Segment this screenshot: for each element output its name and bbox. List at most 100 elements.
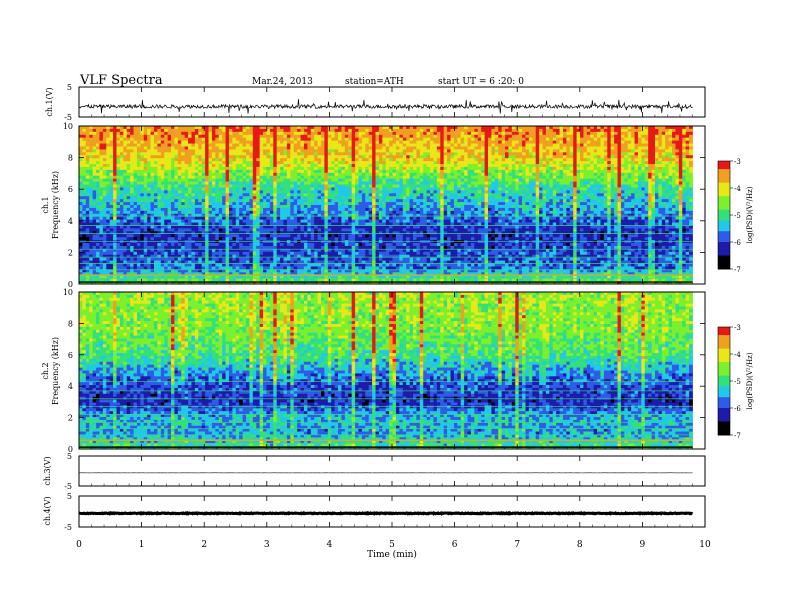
spectrogram-cell	[614, 193, 618, 197]
spectrogram-cell	[307, 155, 312, 159]
spectrogram-cell	[593, 199, 598, 203]
spectrogram-cell	[477, 199, 482, 203]
spectrogram-cell	[273, 169, 278, 174]
spectrogram-cell	[82, 164, 87, 168]
spectrogram-cell	[225, 164, 230, 168]
spectrogram-cell	[222, 190, 226, 194]
spectrogram-cell	[143, 172, 148, 177]
spectrogram-cell	[617, 202, 622, 206]
spectrogram-cell	[338, 137, 342, 142]
spectrogram-cell	[528, 196, 533, 200]
spectrogram-cell	[402, 205, 407, 209]
spectrogram-cell	[208, 143, 213, 147]
spectrogram-cell	[341, 202, 346, 206]
spectrogram-cell	[256, 164, 261, 168]
spectrogram-cell	[184, 134, 189, 139]
spectrogram-cell	[109, 126, 114, 130]
spectrogram-cell	[501, 169, 506, 174]
spectrogram-cell	[641, 152, 646, 156]
spectrogram-cell	[634, 202, 639, 206]
spectrogram-cell	[573, 149, 577, 153]
spectrogram-cell	[419, 143, 424, 147]
spectrogram-cell	[266, 190, 271, 194]
spectrogram-cell	[99, 205, 104, 209]
spectrogram-cell	[453, 128, 458, 133]
spectrogram-cell	[82, 149, 87, 153]
spectrogram-cell	[249, 172, 254, 177]
spectrogram-cell	[665, 181, 670, 185]
spectrogram-cell	[481, 131, 485, 136]
spectrogram-cell	[283, 161, 288, 165]
spectrogram-cell	[603, 134, 608, 139]
spectrogram-cell	[430, 172, 434, 177]
spectrogram-cell	[682, 184, 687, 188]
spectrogram-cell	[164, 166, 169, 171]
spectrogram-cell	[416, 184, 421, 188]
spectrogram-cell	[443, 155, 448, 159]
spectrogram-cell	[610, 187, 615, 191]
spectrogram-cell	[685, 126, 690, 130]
spectrogram-cell	[552, 128, 557, 133]
spectrogram-cell	[85, 126, 90, 130]
spectrogram-cell	[648, 196, 652, 200]
spectrogram-cell	[522, 187, 526, 191]
spectrogram-cell	[269, 169, 274, 174]
spectrogram-cell	[508, 126, 513, 130]
spectrogram-cell	[188, 149, 192, 153]
spectrogram-cell	[464, 184, 468, 188]
spectrogram-cell	[361, 131, 366, 136]
spectrogram-cell	[641, 166, 646, 171]
spectrogram-cell	[283, 199, 288, 203]
spectrogram-cell	[102, 128, 107, 133]
spectrogram-cell	[552, 149, 557, 153]
spectrogram-cell	[597, 143, 601, 147]
spectrogram-cell	[637, 158, 642, 162]
spectrogram-cell	[658, 202, 663, 206]
spectrogram-cell	[160, 126, 165, 130]
spectrogram-cell	[641, 126, 646, 130]
spectrogram-cell	[505, 172, 509, 177]
spectrogram-cell	[140, 126, 145, 130]
spectrogram-cell	[522, 196, 526, 200]
spectrogram-cell	[246, 199, 250, 203]
spectrogram-cell	[368, 128, 373, 133]
spectrogram-cell	[133, 158, 138, 162]
spectrogram-cell	[113, 158, 117, 162]
spectrogram-cell	[457, 205, 462, 209]
spectrogram-cell	[562, 166, 567, 171]
spectrogram-cell	[491, 149, 496, 153]
spectrogram-cell	[648, 178, 652, 182]
spectrogram-cell	[511, 146, 516, 150]
spectrogram-cell	[494, 187, 499, 191]
spectrogram-cell	[545, 143, 550, 147]
spectrogram-cell	[413, 202, 417, 206]
spectrogram-cell	[225, 202, 230, 206]
spectrogram-cell	[382, 146, 387, 150]
spectrogram-cell	[522, 202, 526, 206]
spectrogram-cell	[297, 128, 301, 133]
spectrogram-cell	[218, 131, 223, 136]
spectrogram-cell	[675, 178, 680, 182]
spectrogram-cell	[423, 181, 428, 185]
spectrogram-cell	[344, 128, 349, 133]
spectrogram-cell	[320, 199, 325, 203]
spectrogram-cell	[487, 190, 492, 194]
spectrogram-cell	[232, 134, 237, 139]
spectrogram-cell	[580, 187, 584, 191]
spectrogram-cell	[286, 193, 291, 197]
spectrogram-cell	[310, 196, 315, 200]
spectrogram-cell	[256, 178, 261, 182]
spectrogram-cell	[580, 172, 584, 177]
spectrogram-cell	[395, 126, 400, 130]
spectrogram-cell	[174, 196, 179, 200]
spectrogram-cell	[283, 158, 288, 162]
spectrogram-cell	[586, 196, 591, 200]
spectrogram-cell	[310, 181, 315, 185]
spectrogram-cell	[249, 143, 254, 147]
spectrogram-cell	[672, 175, 676, 180]
spectrogram-cell	[102, 149, 107, 153]
spectrogram-cell	[607, 169, 612, 174]
spectrogram-cell	[498, 131, 503, 136]
spectrogram-cell	[552, 143, 557, 147]
spectrogram-cell	[614, 152, 618, 156]
